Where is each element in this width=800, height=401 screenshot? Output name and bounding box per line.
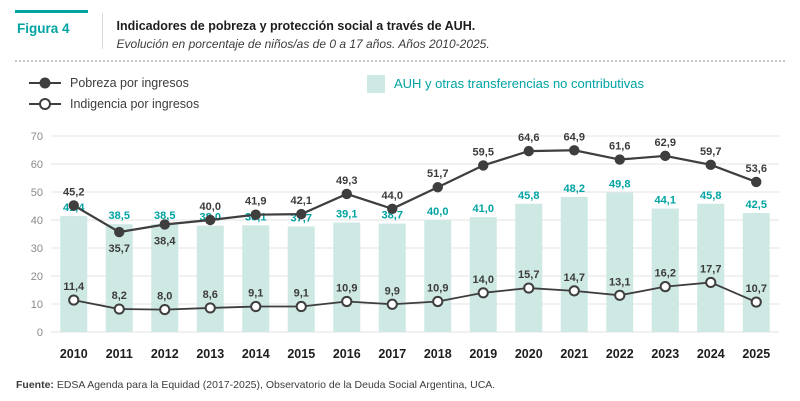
svg-text:48,2: 48,2 — [564, 183, 585, 195]
chart-legend: Pobreza por ingresos Indigencia por ingr… — [29, 72, 785, 118]
svg-text:8,2: 8,2 — [112, 290, 127, 302]
svg-text:45,8: 45,8 — [700, 190, 721, 202]
svg-text:2017: 2017 — [378, 347, 406, 361]
svg-text:14,7: 14,7 — [564, 272, 585, 284]
svg-text:8,6: 8,6 — [203, 289, 218, 301]
svg-text:2012: 2012 — [151, 347, 179, 361]
svg-text:49,8: 49,8 — [609, 179, 630, 191]
svg-text:2019: 2019 — [469, 347, 497, 361]
svg-text:16,2: 16,2 — [655, 268, 676, 280]
svg-text:53,6: 53,6 — [746, 163, 767, 175]
svg-text:2016: 2016 — [333, 347, 361, 361]
svg-text:13,1: 13,1 — [609, 276, 630, 288]
header-divider — [101, 13, 103, 49]
chart-svg: 01020304050607041,438,538,538,038,137,73… — [31, 131, 779, 361]
legend-indigencia-label: Indigencia por ingresos — [70, 96, 200, 111]
svg-text:70: 70 — [31, 131, 43, 143]
source-label: Fuente: — [16, 379, 54, 391]
svg-text:2021: 2021 — [560, 347, 588, 361]
svg-text:0: 0 — [37, 327, 43, 339]
svg-text:42,1: 42,1 — [291, 195, 312, 207]
svg-text:30: 30 — [31, 243, 43, 255]
svg-text:8,0: 8,0 — [157, 291, 172, 303]
svg-text:64,9: 64,9 — [564, 131, 585, 143]
svg-text:40,0: 40,0 — [200, 201, 221, 213]
svg-text:42,5: 42,5 — [746, 199, 767, 211]
source-note: Fuente: EDSA Agenda para la Equidad (201… — [15, 377, 785, 391]
svg-text:9,9: 9,9 — [385, 285, 400, 297]
svg-text:2010: 2010 — [60, 347, 88, 361]
figure-subtitle: Evolución en porcentaje de niños/as de 0… — [116, 37, 490, 51]
svg-text:41,9: 41,9 — [245, 196, 266, 208]
svg-text:59,7: 59,7 — [700, 146, 721, 158]
svg-text:9,1: 9,1 — [294, 288, 309, 300]
svg-text:59,5: 59,5 — [473, 146, 494, 158]
svg-text:38,5: 38,5 — [154, 210, 175, 222]
x-axis-labels: 2010 2011 2012 2013 2014 2015 2016 2017 2018 2019… — [60, 347, 770, 361]
svg-text:2011: 2011 — [106, 347, 133, 361]
svg-text:2020: 2020 — [515, 347, 543, 361]
figure-titles: Indicadores de pobreza y protección soci… — [117, 10, 490, 51]
figure-title: Indicadores de pobreza y protección soci… — [116, 19, 476, 33]
svg-text:40,0: 40,0 — [427, 206, 448, 218]
filled-dot-line-icon — [29, 76, 61, 89]
figure-label: Figura 4 — [15, 10, 88, 51]
svg-text:45,8: 45,8 — [518, 190, 539, 202]
svg-text:49,3: 49,3 — [336, 175, 357, 187]
svg-text:10: 10 — [31, 299, 43, 311]
svg-text:15,7: 15,7 — [518, 269, 539, 281]
svg-text:10,9: 10,9 — [336, 282, 357, 294]
svg-text:2022: 2022 — [606, 347, 634, 361]
svg-text:64,6: 64,6 — [518, 132, 539, 144]
svg-text:51,7: 51,7 — [427, 168, 448, 180]
figure-container: Figura 4 Indicadores de pobreza y protec… — [0, 0, 800, 391]
legend-pobreza-label: Pobreza por ingresos — [70, 75, 189, 90]
svg-text:44,0: 44,0 — [382, 190, 403, 202]
legend-item-indigencia: Indigencia por ingresos — [29, 93, 785, 114]
svg-text:62,9: 62,9 — [655, 137, 676, 149]
svg-text:10,9: 10,9 — [427, 282, 448, 294]
line-pobreza: 45,2 35,7 38,4 40,0 41,9 42,1 49,3 44,0 51,7 59,5… — [63, 131, 767, 255]
svg-text:45,2: 45,2 — [63, 186, 84, 198]
figure-header: Figura 4 Indicadores de pobreza y protec… — [15, 10, 785, 51]
svg-text:17,7: 17,7 — [700, 263, 721, 275]
svg-text:2025: 2025 — [742, 347, 770, 361]
svg-text:38,5: 38,5 — [109, 210, 130, 222]
svg-text:9,1: 9,1 — [248, 288, 263, 300]
source-text: EDSA Agenda para la Equidad (2017-2025),… — [53, 379, 496, 391]
svg-text:38,7: 38,7 — [382, 210, 403, 222]
svg-text:20: 20 — [31, 271, 43, 283]
svg-text:14,0: 14,0 — [473, 274, 494, 286]
svg-text:2013: 2013 — [196, 347, 224, 361]
svg-text:38,4: 38,4 — [154, 235, 176, 247]
bar-swatch-icon — [367, 74, 385, 93]
svg-text:61,6: 61,6 — [609, 141, 630, 153]
svg-text:44,1: 44,1 — [655, 195, 676, 207]
svg-text:11,4: 11,4 — [63, 281, 85, 293]
legend-item-pobreza: Pobreza por ingresos — [29, 72, 785, 93]
auh-bars — [60, 192, 770, 332]
svg-text:2014: 2014 — [242, 347, 270, 361]
svg-text:2024: 2024 — [697, 347, 725, 361]
combo-chart: 01020304050607041,438,538,538,038,137,73… — [15, 120, 785, 377]
svg-text:10,7: 10,7 — [746, 283, 767, 295]
svg-text:2023: 2023 — [651, 347, 679, 361]
svg-text:40: 40 — [31, 215, 43, 227]
svg-text:39,1: 39,1 — [336, 209, 357, 221]
line-indigencia: 11,4 8,2 8,0 8,6 9,1 9,1 10,9 9,9 10,9 14,0 15,7 14… — [63, 263, 767, 316]
svg-text:60: 60 — [31, 159, 43, 171]
svg-text:41,0: 41,0 — [473, 203, 494, 215]
open-dot-line-icon — [29, 97, 61, 110]
legend-auh-label: AUH y otras transferencias no contributi… — [394, 76, 644, 91]
dotted-separator — [15, 60, 785, 62]
svg-text:35,7: 35,7 — [109, 243, 130, 255]
svg-text:50: 50 — [31, 187, 43, 199]
legend-item-auh: AUH y otras transferencias no contributi… — [367, 73, 644, 94]
svg-text:2018: 2018 — [424, 347, 452, 361]
svg-text:2015: 2015 — [287, 347, 315, 361]
